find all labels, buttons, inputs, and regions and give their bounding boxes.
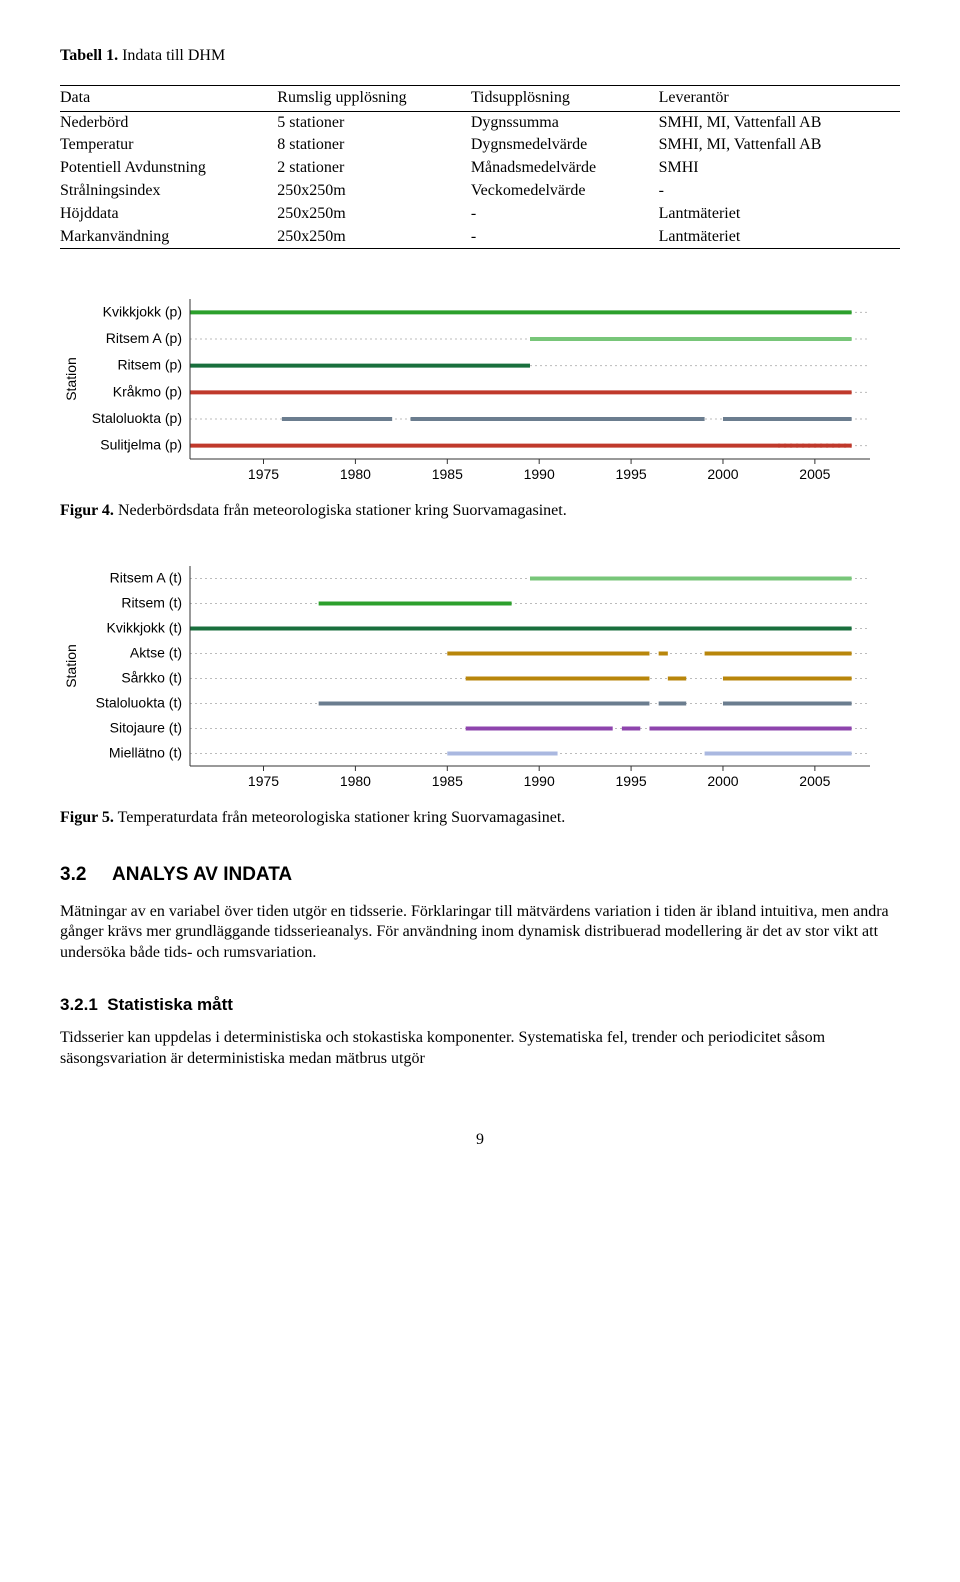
svg-text:2000: 2000: [707, 466, 738, 482]
table-cell: Strålningsindex: [60, 180, 277, 203]
svg-text:Station: Station: [63, 358, 79, 402]
table-cell: Månadsmedelvärde: [471, 157, 659, 180]
section-3-2-paragraph: Mätningar av en variabel över tiden utgö…: [60, 902, 900, 964]
table-caption-label: Tabell 1.: [60, 47, 118, 64]
svg-text:Kråkmo (p): Kråkmo (p): [113, 384, 182, 400]
svg-text:1995: 1995: [616, 773, 647, 789]
svg-text:Kvikkjokk (p): Kvikkjokk (p): [103, 304, 182, 320]
svg-text:1980: 1980: [340, 466, 371, 482]
table-row: Nederbörd5 stationerDygnssummaSMHI, MI, …: [60, 111, 900, 134]
table-cell: 250x250m: [277, 226, 471, 249]
section-3-2-1-heading: 3.2.1 Statistiska mått: [60, 994, 900, 1016]
svg-text:Station: Station: [63, 644, 79, 688]
figure-5-text: Temperaturdata från meteorologiska stati…: [114, 809, 565, 826]
svg-text:Ritsem A (p): Ritsem A (p): [106, 330, 182, 346]
svg-text:Kvikkjokk (t): Kvikkjokk (t): [107, 620, 182, 636]
svg-text:Sårkko (t): Sårkko (t): [121, 670, 182, 686]
table-cell: Lantmäteriet: [659, 226, 900, 249]
svg-text:1975: 1975: [248, 773, 279, 789]
svg-text:1990: 1990: [524, 466, 555, 482]
table-row: Temperatur8 stationerDygnsmedelvärdeSMHI…: [60, 134, 900, 157]
table-cell: Dygnsmedelvärde: [471, 134, 659, 157]
table-cell: -: [471, 226, 659, 249]
table-cell: Nederbörd: [60, 111, 277, 134]
table-cell: SMHI, MI, Vattenfall AB: [659, 134, 900, 157]
section-3-2-title: ANALYS AV INDATA: [112, 864, 292, 885]
section-3-2-1-paragraph: Tidsserier kan uppdelas i deterministisk…: [60, 1028, 900, 1070]
table-caption-text: Indata till DHM: [118, 47, 225, 64]
table-row: Markanvändning250x250m-Lantmäteriet: [60, 226, 900, 249]
section-3-2-1-num: 3.2.1: [60, 995, 98, 1014]
indata-table: DataRumslig upplösningTidsupplösningLeve…: [60, 85, 900, 250]
svg-text:Miellätno (t): Miellätno (t): [109, 745, 182, 761]
svg-text:2005: 2005: [799, 466, 830, 482]
table-cell: Veckomedelvärde: [471, 180, 659, 203]
svg-text:1975: 1975: [248, 466, 279, 482]
table-cell: -: [471, 203, 659, 226]
table-cell: SMHI: [659, 157, 900, 180]
table-cell: SMHI, MI, Vattenfall AB: [659, 111, 900, 134]
svg-text:Staloluokta (t): Staloluokta (t): [96, 695, 182, 711]
table-cell: 250x250m: [277, 203, 471, 226]
page-number: 9: [60, 1130, 900, 1151]
svg-text:1980: 1980: [340, 773, 371, 789]
figure-4-chart: Kvikkjokk (p) Ritsem A (p) Ritsem (p) Kråkm…: [60, 289, 880, 489]
table-cell: Markanvändning: [60, 226, 277, 249]
section-3-2-heading: 3.2ANALYS AV INDATA: [60, 863, 900, 888]
svg-text:1990: 1990: [524, 773, 555, 789]
table-header: Rumslig upplösning: [277, 85, 471, 111]
svg-text:Ritsem (p): Ritsem (p): [117, 357, 182, 373]
figure-4-text: Nederbördsdata från meteorologiska stati…: [114, 502, 567, 519]
figure-5-caption: Figur 5. Temperaturdata från meteorologi…: [60, 808, 900, 829]
svg-text:1985: 1985: [432, 773, 463, 789]
svg-text:Ritsem (t): Ritsem (t): [121, 595, 182, 611]
table-row: Höjddata250x250m-Lantmäteriet: [60, 203, 900, 226]
table-cell: 8 stationer: [277, 134, 471, 157]
table-cell: 250x250m: [277, 180, 471, 203]
table-row: Strålningsindex250x250mVeckomedelvärde-: [60, 180, 900, 203]
figure-5-chart: Ritsem A (t) Ritsem (t) Kvikkjokk (t) Aktse…: [60, 556, 880, 796]
table-header: Data: [60, 85, 277, 111]
table-cell: Höjddata: [60, 203, 277, 226]
table-cell: Dygnssumma: [471, 111, 659, 134]
svg-text:Ritsem A (t): Ritsem A (t): [110, 570, 182, 586]
table-cell: Lantmäteriet: [659, 203, 900, 226]
section-3-2-num: 3.2: [60, 863, 112, 888]
table-cell: -: [659, 180, 900, 203]
svg-text:1995: 1995: [616, 466, 647, 482]
table-cell: 5 stationer: [277, 111, 471, 134]
section-3-2-1-title: Statistiska mått: [107, 995, 233, 1014]
svg-text:1985: 1985: [432, 466, 463, 482]
svg-text:Aktse (t): Aktse (t): [130, 645, 182, 661]
figure-4-caption: Figur 4. Nederbördsdata från meteorologi…: [60, 501, 900, 522]
table-row: Potentiell Avdunstning2 stationerMånadsm…: [60, 157, 900, 180]
table-header: Tidsupplösning: [471, 85, 659, 111]
table-caption: Tabell 1. Indata till DHM: [60, 46, 900, 67]
svg-text:2005: 2005: [799, 773, 830, 789]
table-header: Leverantör: [659, 85, 900, 111]
svg-text:2000: 2000: [707, 773, 738, 789]
svg-text:Staloluokta (p): Staloluokta (p): [92, 410, 182, 426]
figure-5-label: Figur 5.: [60, 809, 114, 826]
svg-text:Sitojaure (t): Sitojaure (t): [110, 720, 182, 736]
figure-4-label: Figur 4.: [60, 502, 114, 519]
table-cell: Potentiell Avdunstning: [60, 157, 277, 180]
table-cell: 2 stationer: [277, 157, 471, 180]
svg-text:Sulitjelma (p): Sulitjelma (p): [100, 437, 182, 453]
table-cell: Temperatur: [60, 134, 277, 157]
